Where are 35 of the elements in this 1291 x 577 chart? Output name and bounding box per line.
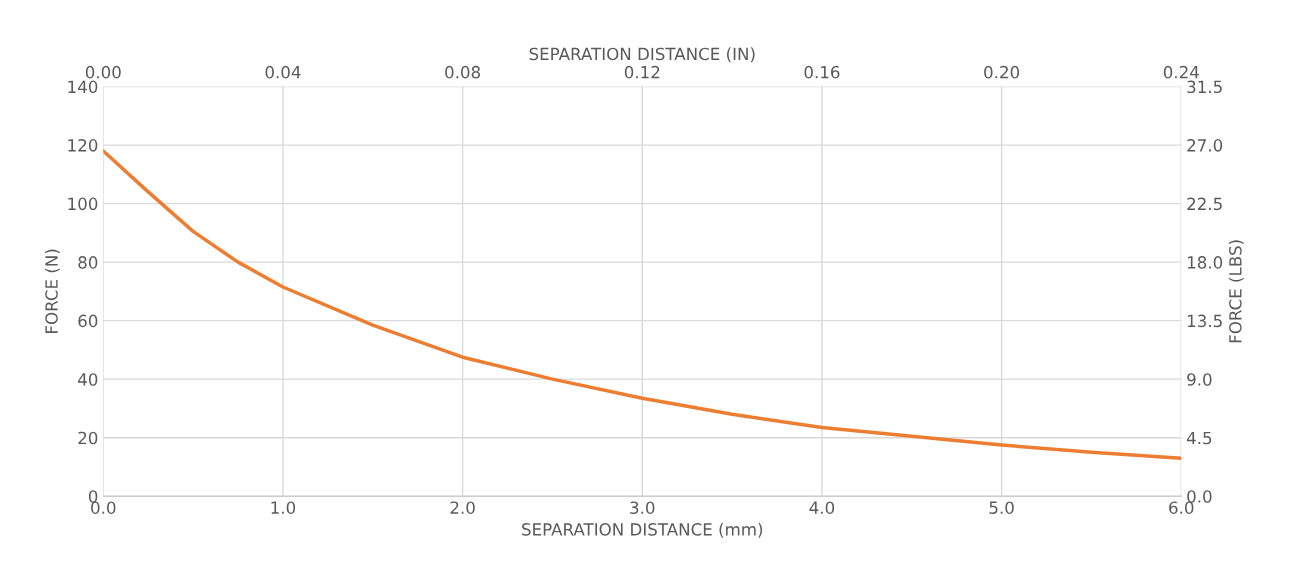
y-tick-label: 80: [78, 256, 98, 269]
x-tick-label: 2.0: [450, 501, 475, 514]
x-tick-label: 0.0: [91, 501, 116, 514]
x2-tick-label: 0.20: [984, 65, 1020, 79]
y2-tick-label: 27.0: [1187, 139, 1223, 152]
y-tick-label: 60: [78, 314, 98, 328]
y2-tick-label: 9.0: [1187, 373, 1212, 386]
x-tick-label: 4.0: [809, 501, 835, 514]
y2-tick-label: 13.5: [1187, 314, 1222, 328]
x-tick-label: 3.0: [630, 501, 655, 514]
x-axis-title: SEPARATION DISTANCE (mm): [522, 522, 763, 538]
line-series: [103, 149, 1182, 460]
y-tick-label: 140: [68, 80, 98, 94]
x2-tick-label: 0.04: [265, 65, 301, 79]
x2-axis-title: SEPARATION DISTANCE (IN): [529, 47, 755, 63]
x2-tick-label: 0.08: [445, 65, 481, 79]
x-tick-label: 5.0: [989, 501, 1014, 514]
y-axis-title: FORCE (N): [44, 249, 60, 333]
y-tick-label: 120: [68, 139, 98, 152]
x2-tick-label: 0.24: [1163, 65, 1199, 79]
x2-tick-label: 0.12: [624, 65, 660, 79]
y-tick-label: 100: [68, 197, 98, 211]
x-tick-label: 6.0: [1169, 501, 1194, 514]
x-tick-label: 1.0: [271, 501, 296, 514]
y2-tick-label: 22.5: [1187, 197, 1222, 211]
y2-axis-title: FORCE (LBS): [1228, 240, 1244, 343]
y2-tick-label: 18.0: [1187, 256, 1223, 269]
x2-tick-label: 0.16: [804, 65, 840, 79]
y-tick-label: 40: [78, 373, 98, 386]
y-tick-label: 0: [88, 490, 98, 503]
y2-tick-label: 31.5: [1187, 80, 1222, 94]
y2-tick-label: 0.0: [1187, 490, 1212, 503]
y-tick-label: 20: [78, 431, 98, 445]
x2-tick-label: 0.00: [85, 65, 121, 79]
y2-tick-label: 4.5: [1186, 431, 1212, 445]
